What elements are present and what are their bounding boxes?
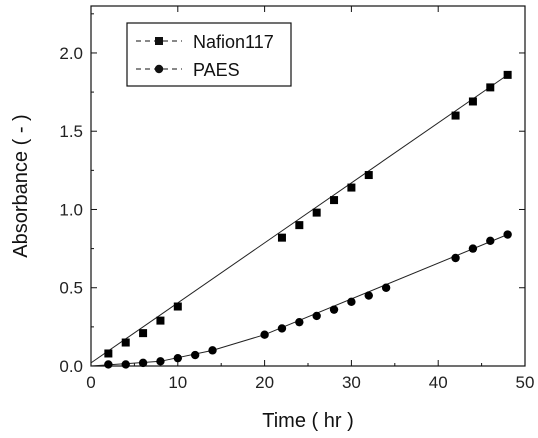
axes: 0 10 20 30 40 50 0.0 0.5 1.0 1.5 2.0 xyxy=(59,6,534,392)
point-nafion117 xyxy=(347,183,356,192)
x-tick-label: 50 xyxy=(516,373,535,392)
y-axis-title: Absorbance ( - ) xyxy=(10,114,32,257)
point-nafion117 xyxy=(330,196,339,205)
data-markers xyxy=(104,70,512,369)
point-paes xyxy=(121,360,130,369)
legend-box xyxy=(126,22,292,87)
point-nafion117 xyxy=(295,221,304,230)
y-tick-label: 2.0 xyxy=(59,44,83,63)
point-nafion117 xyxy=(364,171,373,180)
point-nafion117 xyxy=(503,70,512,79)
point-paes xyxy=(138,358,148,368)
point-paes xyxy=(208,346,217,355)
legend: Nafion117 PAES xyxy=(126,22,292,87)
point-paes xyxy=(295,317,304,327)
legend-marker-nafion117 xyxy=(155,37,163,45)
point-nafion117 xyxy=(451,111,460,120)
point-nafion117 xyxy=(312,208,321,217)
point-paes xyxy=(329,305,339,314)
point-paes xyxy=(173,353,182,363)
legend-marker-paes xyxy=(154,64,164,74)
point-nafion117 xyxy=(139,329,148,338)
point-paes xyxy=(468,244,478,253)
point-paes xyxy=(260,330,269,339)
y-tick-label: 0.0 xyxy=(59,357,83,376)
point-paes xyxy=(156,357,165,366)
legend-label-paes: PAES xyxy=(193,60,240,80)
point-paes xyxy=(364,291,373,300)
point-paes xyxy=(381,283,391,292)
point-paes xyxy=(277,324,287,333)
y-tick-label: 0.5 xyxy=(59,279,83,298)
point-paes xyxy=(503,230,512,239)
x-tick-label: 0 xyxy=(86,373,95,392)
point-paes xyxy=(190,350,200,360)
x-tick-label: 20 xyxy=(255,373,274,392)
legend-label-nafion117: Nafion117 xyxy=(193,32,274,52)
x-axis-title: Time ( hr ) xyxy=(262,410,353,432)
point-paes xyxy=(347,297,356,307)
fit-line-nafion117 xyxy=(90,74,508,364)
point-nafion117 xyxy=(277,233,286,242)
point-nafion117 xyxy=(121,338,130,347)
x-tick-label: 30 xyxy=(342,373,361,392)
point-paes xyxy=(486,236,495,245)
point-nafion117 xyxy=(156,316,165,325)
point-nafion117 xyxy=(104,349,113,358)
point-paes xyxy=(451,253,460,263)
point-nafion117 xyxy=(468,97,477,106)
fit-line-paes xyxy=(90,234,508,367)
point-paes xyxy=(312,311,321,321)
y-tick-label: 1.5 xyxy=(59,122,83,141)
x-tick-label: 10 xyxy=(168,373,187,392)
point-nafion117 xyxy=(486,83,495,92)
y-tick-label: 1.0 xyxy=(59,200,83,219)
point-paes xyxy=(104,360,113,369)
point-nafion117 xyxy=(173,302,182,311)
x-tick-label: 40 xyxy=(429,373,448,392)
